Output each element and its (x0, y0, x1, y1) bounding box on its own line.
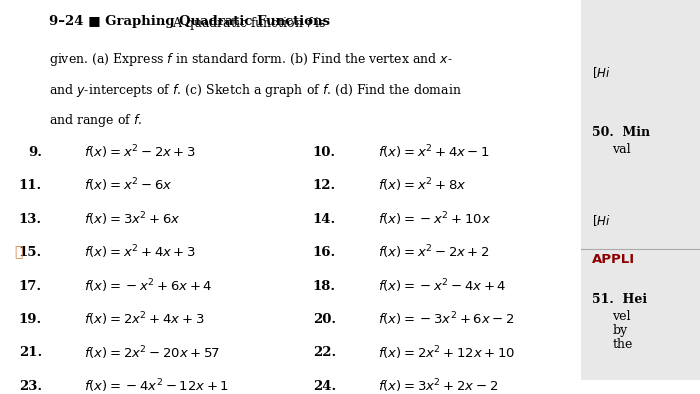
Text: 19.: 19. (19, 313, 42, 326)
Text: $f(x) = -x^2 + 6x + 4$: $f(x) = -x^2 + 6x + 4$ (84, 277, 213, 295)
Text: 17.: 17. (19, 279, 42, 292)
FancyBboxPatch shape (581, 0, 700, 380)
Text: $f(x) = x^2 - 2x + 2$: $f(x) = x^2 - 2x + 2$ (378, 244, 490, 261)
Text: $f(x) = -4x^2 - 12x + 1$: $f(x) = -4x^2 - 12x + 1$ (84, 377, 229, 394)
Text: the: the (612, 338, 633, 351)
Text: $f(x) = 3x^2 + 6x$: $f(x) = 3x^2 + 6x$ (84, 210, 181, 228)
Text: APPLI: APPLI (592, 253, 635, 266)
Text: $f(x) = x^2 - 2x + 3$: $f(x) = x^2 - 2x + 3$ (84, 143, 196, 161)
Text: $f(x) = x^2 + 4x + 3$: $f(x) = x^2 + 4x + 3$ (84, 244, 196, 261)
Text: 🖊: 🖊 (14, 245, 22, 260)
Text: by: by (612, 324, 628, 337)
Text: 10.: 10. (313, 146, 336, 159)
Text: 12.: 12. (313, 179, 336, 192)
Text: $f(x) = 2x^2 + 12x + 10$: $f(x) = 2x^2 + 12x + 10$ (378, 344, 515, 362)
Text: vel: vel (612, 310, 631, 323)
Text: 21.: 21. (19, 346, 42, 359)
Text: 24.: 24. (313, 380, 336, 393)
Text: $f(x) = -x^2 + 10x$: $f(x) = -x^2 + 10x$ (378, 210, 491, 228)
Text: and range of $f$.: and range of $f$. (49, 112, 143, 129)
Text: $f(x) = 2x^2 + 4x + 3$: $f(x) = 2x^2 + 4x + 3$ (84, 311, 204, 328)
Text: 14.: 14. (313, 213, 336, 226)
Text: 18.: 18. (313, 279, 336, 292)
Text: 9.: 9. (28, 146, 42, 159)
Text: 15.: 15. (19, 246, 42, 259)
Text: $f(x) = -x^2 - 4x + 4$: $f(x) = -x^2 - 4x + 4$ (378, 277, 507, 295)
Text: $f(x) = x^2 + 8x$: $f(x) = x^2 + 8x$ (378, 177, 466, 194)
Text: 13.: 13. (19, 213, 42, 226)
Text: 22.: 22. (313, 346, 336, 359)
Text: $f(x) = 3x^2 + 2x - 2$: $f(x) = 3x^2 + 2x - 2$ (378, 377, 498, 394)
Text: $[Hi$: $[Hi$ (592, 213, 610, 228)
Text: $f(x) = 2x^2 - 20x + 57$: $f(x) = 2x^2 - 20x + 57$ (84, 344, 220, 362)
Text: 16.: 16. (313, 246, 336, 259)
Text: $[Hi$: $[Hi$ (592, 65, 610, 80)
Text: and $y$-intercepts of $f$. (c) Sketch a graph of $f$. (d) Find the domain: and $y$-intercepts of $f$. (c) Sketch a … (49, 82, 462, 99)
Text: 51.  Hei: 51. Hei (592, 293, 647, 306)
Text: A quadratic function $f$ is: A quadratic function $f$ is (172, 15, 326, 32)
Text: 50.  Min: 50. Min (592, 126, 650, 139)
Text: $f(x) = -3x^2 + 6x - 2$: $f(x) = -3x^2 + 6x - 2$ (378, 311, 514, 328)
Text: 9–24 ■ Graphing Quadratic Functions: 9–24 ■ Graphing Quadratic Functions (49, 15, 330, 28)
Text: 11.: 11. (19, 179, 42, 192)
Text: val: val (612, 143, 631, 156)
Text: 23.: 23. (19, 380, 42, 393)
Text: 20.: 20. (313, 313, 336, 326)
Text: given. (a) Express $f$ in standard form. (b) Find the vertex and $x$-: given. (a) Express $f$ in standard form.… (49, 51, 453, 68)
Text: $f(x) = x^2 - 6x$: $f(x) = x^2 - 6x$ (84, 177, 172, 194)
Text: $f(x) = x^2 + 4x - 1$: $f(x) = x^2 + 4x - 1$ (378, 143, 490, 161)
